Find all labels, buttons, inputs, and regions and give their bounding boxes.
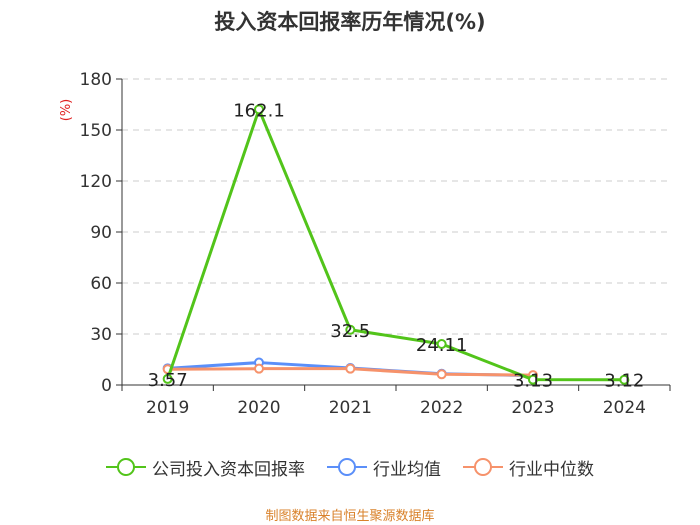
data-label: 3.13 — [513, 371, 553, 392]
series-line — [166, 107, 625, 382]
x-tick-label: 2022 — [420, 398, 463, 418]
x-tick-label: 2023 — [511, 398, 554, 418]
legend-item[interactable]: 行业均值 — [327, 455, 441, 480]
data-point — [345, 363, 356, 374]
series-lines — [162, 104, 630, 385]
y-tick-label: 30 — [90, 325, 112, 345]
data-label: 162.1 — [233, 100, 285, 121]
y-tick-label: 120 — [80, 172, 112, 192]
legend-swatch — [463, 458, 503, 476]
grid-lines — [122, 78, 670, 335]
y-tick-label: 180 — [80, 70, 112, 90]
data-labels: 3.57 162.1 32.5 24.11 3.13 3.12 — [148, 100, 645, 391]
x-tick-label: 2024 — [603, 398, 646, 418]
x-tick-label: 2019 — [146, 398, 189, 418]
x-tick-label: 2021 — [329, 398, 372, 418]
legend-item[interactable]: 行业中位数 — [463, 455, 594, 480]
legend-label: 公司投入资本回报率 — [152, 459, 305, 480]
y-axis-unit: (%) — [59, 99, 74, 122]
chart-title: 投入资本回报率历年情况(%) — [214, 10, 486, 34]
data-point — [345, 324, 356, 335]
source-note: 制图数据来自恒生聚源数据库 — [265, 509, 435, 524]
legend-label: 行业均值 — [373, 459, 441, 480]
legend-item[interactable]: 公司投入资本回报率 — [106, 455, 305, 480]
legend-swatch — [106, 458, 146, 476]
data-point — [436, 339, 447, 350]
axes: 0 30 60 90 120 150 180 (%) 2019 2020 2021 2022 2023 2… — [59, 70, 671, 418]
data-point — [436, 369, 447, 380]
data-point — [528, 374, 538, 385]
data-label: 24.11 — [416, 335, 468, 356]
legend-swatch — [327, 458, 367, 476]
data-label: 3.12 — [604, 371, 644, 392]
data-point — [619, 374, 630, 385]
data-label: 3.57 — [148, 370, 188, 391]
y-tick-label: 150 — [80, 121, 112, 141]
y-tick-label: 90 — [90, 223, 112, 243]
data-label: 32.5 — [330, 321, 370, 342]
data-point — [254, 363, 264, 374]
legend-label: 行业中位数 — [509, 459, 594, 480]
y-tick-label: 60 — [90, 274, 112, 294]
y-tick-label: 0 — [101, 376, 112, 396]
data-point — [162, 373, 173, 384]
x-tick-label: 2020 — [237, 398, 280, 418]
legend: 公司投入资本回报率 行业均值 行业中位数 — [0, 452, 700, 482]
data-point — [254, 104, 264, 115]
